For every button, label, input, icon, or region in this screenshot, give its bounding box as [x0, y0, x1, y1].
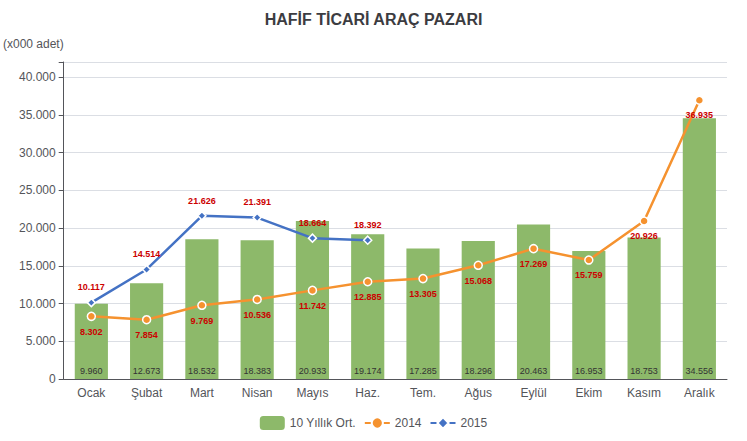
svg-text:Eylül: Eylül	[521, 386, 547, 400]
svg-text:5.000: 5.000	[26, 334, 56, 348]
svg-text:21.626: 21.626	[188, 196, 216, 206]
svg-text:20.463: 20.463	[520, 366, 548, 376]
svg-text:17.269: 17.269	[520, 259, 548, 269]
svg-text:Ocak: Ocak	[77, 386, 106, 400]
svg-text:19.174: 19.174	[354, 366, 382, 376]
svg-text:12.673: 12.673	[133, 366, 161, 376]
svg-text:18.532: 18.532	[188, 366, 216, 376]
svg-text:25.000: 25.000	[19, 183, 56, 197]
svg-text:Şubat: Şubat	[131, 386, 163, 400]
svg-text:Mart: Mart	[190, 386, 215, 400]
svg-text:10.536: 10.536	[243, 310, 271, 320]
svg-text:2015: 2015	[461, 416, 488, 430]
svg-text:13.305: 13.305	[409, 289, 437, 299]
svg-text:HAFİF TİCARİ ARAÇ PAZARI: HAFİF TİCARİ ARAÇ PAZARI	[265, 11, 483, 28]
svg-text:40.000: 40.000	[19, 70, 56, 84]
svg-text:15.068: 15.068	[464, 276, 492, 286]
svg-text:Nisan: Nisan	[242, 386, 273, 400]
svg-text:30.000: 30.000	[19, 146, 56, 160]
svg-text:Kasım: Kasım	[627, 386, 661, 400]
svg-text:Tem.: Tem.	[410, 386, 436, 400]
svg-text:7.854: 7.854	[135, 330, 158, 340]
svg-text:15.000: 15.000	[19, 259, 56, 273]
svg-text:10.117: 10.117	[78, 282, 105, 292]
svg-text:20.933: 20.933	[299, 366, 327, 376]
svg-text:17.285: 17.285	[409, 366, 437, 376]
svg-text:34.556: 34.556	[686, 366, 714, 376]
svg-text:18.383: 18.383	[243, 366, 271, 376]
svg-text:11.742: 11.742	[299, 301, 326, 311]
svg-text:0: 0	[49, 372, 56, 386]
svg-text:Haz.: Haz.	[355, 386, 380, 400]
svg-text:(x000 adet): (x000 adet)	[3, 37, 64, 51]
svg-text:Ağus: Ağus	[465, 386, 492, 400]
svg-text:10.000: 10.000	[19, 297, 56, 311]
svg-text:8.302: 8.302	[80, 327, 103, 337]
svg-text:16.953: 16.953	[575, 366, 603, 376]
svg-text:15.759: 15.759	[575, 270, 603, 280]
svg-text:Ekim: Ekim	[575, 386, 602, 400]
svg-text:18.392: 18.392	[354, 220, 382, 230]
svg-text:9.960: 9.960	[80, 366, 103, 376]
svg-text:20.926: 20.926	[630, 231, 658, 241]
svg-text:18.753: 18.753	[630, 366, 658, 376]
svg-text:18.296: 18.296	[464, 366, 492, 376]
svg-text:9.769: 9.769	[191, 316, 214, 326]
svg-text:Aralık: Aralık	[684, 386, 716, 400]
svg-text:Mayıs: Mayıs	[296, 386, 328, 400]
svg-text:14.514: 14.514	[133, 249, 161, 259]
svg-text:12.885: 12.885	[354, 292, 382, 302]
svg-text:10 Yıllık Ort.: 10 Yıllık Ort.	[290, 416, 356, 430]
svg-text:35.000: 35.000	[19, 108, 56, 122]
svg-text:18.664: 18.664	[299, 218, 327, 228]
svg-text:36.935: 36.935	[686, 110, 714, 120]
svg-text:20.000: 20.000	[19, 221, 56, 235]
svg-text:21.391: 21.391	[243, 197, 271, 207]
svg-text:2014: 2014	[395, 416, 422, 430]
